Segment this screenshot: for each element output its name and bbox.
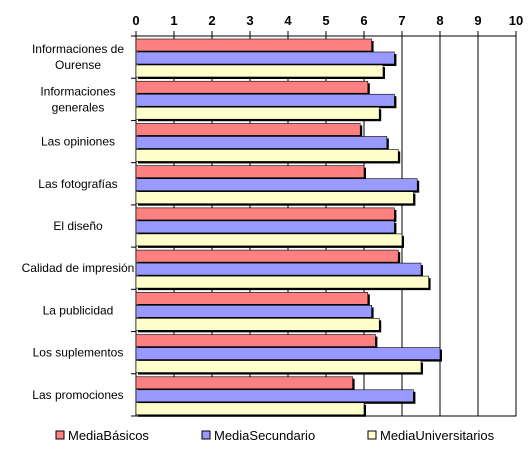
bar bbox=[135, 93, 395, 107]
category-label: El diseño bbox=[53, 219, 103, 233]
x-tick-label: 0 bbox=[132, 13, 139, 28]
x-tick-label: 5 bbox=[322, 13, 329, 28]
bar bbox=[135, 165, 365, 178]
category-label: La publicidad bbox=[43, 303, 114, 317]
bar bbox=[135, 360, 422, 373]
x-axis-ticks: 0 1 2 3 4 5 6 7 8 9 10 bbox=[131, 13, 523, 417]
bar bbox=[135, 275, 429, 289]
x-tick-label: 7 bbox=[398, 13, 405, 28]
bar bbox=[135, 233, 403, 247]
bar bbox=[135, 305, 372, 318]
bar bbox=[135, 64, 384, 78]
legend-swatch bbox=[367, 430, 377, 440]
bar bbox=[135, 191, 414, 204]
category-label: Las fotografías bbox=[38, 177, 117, 191]
x-tick-label: 8 bbox=[436, 13, 443, 28]
category-label: Informaciones generales bbox=[40, 84, 115, 114]
x-tick-label: 4 bbox=[284, 13, 292, 28]
bar bbox=[135, 38, 372, 52]
bar bbox=[135, 123, 361, 136]
category-labels: Informaciones de Ourense Informaciones gene… bbox=[22, 42, 135, 402]
bar bbox=[135, 334, 376, 347]
legend-label: MediaBásicos bbox=[68, 428, 149, 443]
bar bbox=[135, 389, 414, 403]
category-label: Calidad de impresión bbox=[22, 261, 135, 275]
bar bbox=[135, 347, 441, 360]
bar bbox=[135, 149, 399, 162]
bar bbox=[135, 51, 395, 65]
x-tick-label: 6 bbox=[360, 13, 367, 28]
category-label: Las opiniones bbox=[41, 135, 115, 149]
bars bbox=[135, 38, 442, 417]
x-tick-label: 1 bbox=[170, 13, 177, 28]
legend-swatch bbox=[55, 430, 65, 440]
bar bbox=[135, 80, 369, 94]
bar bbox=[135, 402, 365, 416]
bar bbox=[135, 178, 418, 191]
legend: MediaBásicos MediaSecundario MediaUniversi… bbox=[55, 428, 495, 443]
legend-label: MediaSecundario bbox=[214, 428, 315, 443]
bar bbox=[135, 292, 369, 305]
category-label: Las promociones bbox=[32, 388, 123, 402]
bar bbox=[135, 262, 422, 276]
x-tick-label: 2 bbox=[208, 13, 215, 28]
bar bbox=[135, 249, 399, 263]
legend-label: MediaUniversitarios bbox=[380, 428, 495, 443]
bar bbox=[135, 207, 395, 221]
bar bbox=[135, 220, 395, 234]
bar bbox=[135, 376, 353, 390]
x-tick-label: 10 bbox=[509, 13, 523, 28]
x-tick-label: 9 bbox=[474, 13, 481, 28]
category-label: Informaciones de Ourense bbox=[32, 42, 124, 72]
bar bbox=[135, 106, 380, 120]
x-tick-label: 3 bbox=[246, 13, 253, 28]
category-label: Los suplementos bbox=[33, 346, 124, 360]
legend-swatch bbox=[201, 430, 211, 440]
bar bbox=[135, 136, 388, 149]
bar bbox=[135, 318, 380, 331]
